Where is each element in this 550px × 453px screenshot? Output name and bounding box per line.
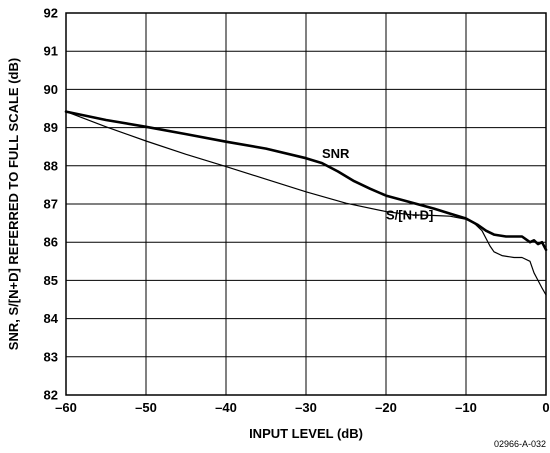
x-tick-labels: –60 –50 –40 –30 –20 –10 0 bbox=[55, 400, 549, 415]
x-tick-label: 0 bbox=[542, 400, 549, 415]
y-tick-label: 87 bbox=[44, 197, 58, 212]
plot-frame bbox=[65, 12, 547, 396]
y-tick-label: 88 bbox=[44, 158, 58, 173]
snr-line bbox=[64, 110, 548, 252]
x-tick-label: –10 bbox=[455, 400, 477, 415]
snd-label: S/[N+D] bbox=[386, 207, 433, 222]
x-tick-label: –20 bbox=[375, 400, 397, 415]
y-tick-label: 82 bbox=[44, 388, 58, 403]
y-tick-labels: 82 83 84 85 86 87 88 89 90 91 92 bbox=[44, 6, 59, 403]
y-tick-label: 91 bbox=[44, 44, 58, 59]
y-tick-label: 86 bbox=[44, 235, 58, 250]
x-tick-label: –50 bbox=[135, 400, 157, 415]
x-tick-label: –30 bbox=[295, 400, 317, 415]
series-group bbox=[64, 110, 548, 296]
figure-id: 02966-A-032 bbox=[494, 439, 546, 449]
y-tick-label: 90 bbox=[44, 82, 58, 97]
y-tick-label: 85 bbox=[44, 273, 58, 288]
x-tick-label: –40 bbox=[215, 400, 237, 415]
x-axis-label: INPUT LEVEL (dB) bbox=[249, 426, 363, 441]
y-tick-label: 84 bbox=[44, 311, 59, 326]
snr-label: SNR bbox=[322, 146, 350, 161]
y-tick-label: 89 bbox=[44, 120, 58, 135]
y-tick-label: 83 bbox=[44, 349, 58, 364]
y-axis-label: SNR, S/[N+D] REFERRED TO FULL SCALE (dB) bbox=[6, 58, 21, 350]
y-tick-label: 92 bbox=[44, 6, 58, 21]
x-tick-label: –60 bbox=[55, 400, 77, 415]
series-labels: SNR S/[N+D] bbox=[322, 146, 433, 222]
snd-line bbox=[65, 111, 547, 296]
